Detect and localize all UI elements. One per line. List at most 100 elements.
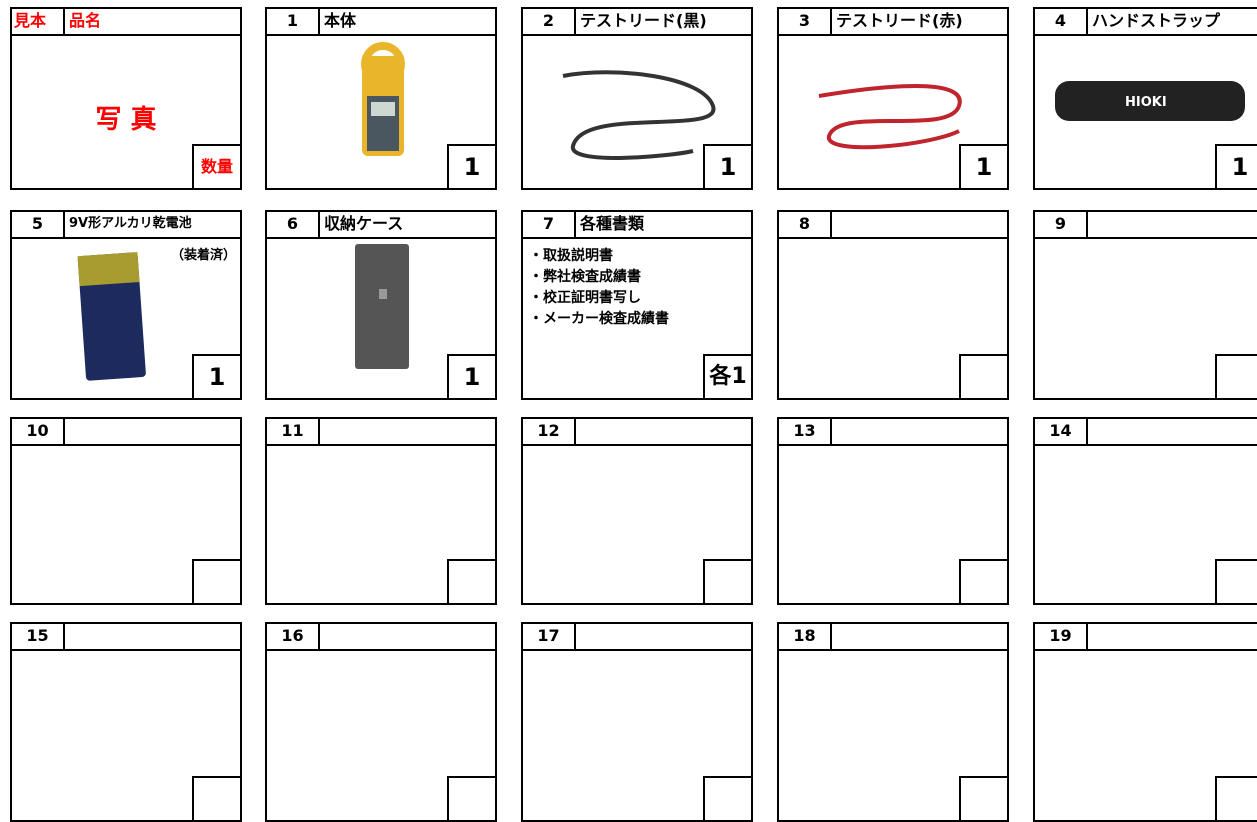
document-list: ・取扱説明書 ・弊社検査成績書 ・校正証明書写し ・メーカー検査成績書 xyxy=(529,246,669,330)
card-header: 8 xyxy=(779,212,1007,239)
quantity-box xyxy=(1215,354,1257,398)
photo-image xyxy=(355,244,409,369)
quantity-box xyxy=(959,776,1007,820)
item-number: 5 xyxy=(12,212,65,237)
document-item: ・取扱説明書 xyxy=(529,248,613,264)
card: 8 xyxy=(777,210,1009,400)
card: 12 xyxy=(521,417,753,605)
card-header: 12 xyxy=(523,419,751,446)
item-number: 9 xyxy=(1035,212,1088,237)
item-number: 7 xyxy=(523,212,576,237)
card-header: 19 xyxy=(1035,624,1257,651)
item-name: テストリード(赤) xyxy=(836,11,963,30)
item-note: （装着済） xyxy=(170,248,236,263)
card: 10 xyxy=(10,417,242,605)
card-header: 10 xyxy=(12,419,240,446)
card-header: 2 テストリード(黒) xyxy=(523,9,751,36)
item-number: 19 xyxy=(1035,624,1088,649)
item-number: 14 xyxy=(1035,419,1088,444)
card: 14 xyxy=(1033,417,1257,605)
quantity-box: 1 xyxy=(959,144,1007,188)
card: 4 ハンドストラップ HIOKI 1 xyxy=(1033,7,1257,190)
photo-label: 写 真 xyxy=(95,105,157,135)
quantity-box xyxy=(447,776,495,820)
svg-text:HIOKI: HIOKI xyxy=(1125,95,1167,110)
card-header: 4 ハンドストラップ xyxy=(1035,9,1257,36)
card: 11 xyxy=(265,417,497,605)
sample-label: 見本 xyxy=(12,9,65,34)
photo-image xyxy=(818,84,962,150)
card: 6 収納ケース 1 xyxy=(265,210,497,400)
card: 19 xyxy=(1033,622,1257,822)
item-number: 1 xyxy=(267,9,320,34)
card: 17 xyxy=(521,622,753,822)
photo-image xyxy=(562,70,716,160)
item-name: 9V形アルカリ乾電池 xyxy=(69,216,192,231)
item-number: 4 xyxy=(1035,9,1088,34)
item-number: 10 xyxy=(12,419,65,444)
card: 9 xyxy=(1033,210,1257,400)
item-number: 13 xyxy=(779,419,832,444)
quantity-box: 1 xyxy=(1215,144,1257,188)
card-header: 5 9V形アルカリ乾電池 xyxy=(12,212,240,239)
card: 7 各種書類 ・取扱説明書 ・弊社検査成績書 ・校正証明書写し ・メーカー検査成績書 各1 xyxy=(521,210,753,400)
item-number: 2 xyxy=(523,9,576,34)
photo xyxy=(523,36,751,188)
photo-image xyxy=(77,252,146,381)
item-number: 8 xyxy=(779,212,832,237)
quantity-box: 各1 xyxy=(703,354,751,398)
photo: HIOKI xyxy=(1035,36,1257,188)
card-header: 1 本体 xyxy=(267,9,495,36)
photo xyxy=(12,239,240,398)
item-name xyxy=(65,624,69,649)
card: 2 テストリード(黒) 1 xyxy=(521,7,753,190)
item-name xyxy=(832,212,836,237)
document-item: ・校正証明書写し xyxy=(529,290,641,306)
card: 見本 品名写 真数量 xyxy=(10,7,242,190)
card: 5 9V形アルカリ乾電池 （装着済） 1 xyxy=(10,210,242,400)
item-number: 18 xyxy=(779,624,832,649)
sample-name: 品名 xyxy=(69,11,102,30)
document-item: ・弊社検査成績書 xyxy=(529,269,641,285)
item-name: テストリード(黒) xyxy=(580,11,707,30)
card-header: 11 xyxy=(267,419,495,446)
quantity-box xyxy=(703,559,751,603)
item-number: 11 xyxy=(267,419,320,444)
quantity-label: 数量 xyxy=(192,144,240,188)
card-header: 15 xyxy=(12,624,240,651)
quantity-box: 1 xyxy=(703,144,751,188)
item-name: 本体 xyxy=(324,11,357,30)
item-name xyxy=(320,624,324,649)
item-name xyxy=(1088,624,1092,649)
quantity-box: 1 xyxy=(447,144,495,188)
page: 見本 品名写 真数量 1 本体 1 2 テストリード(黒) 1 3 テストリード(赤) 1 4 ハンドス… xyxy=(10,7,1257,822)
card-header: 18 xyxy=(779,624,1007,651)
card-header: 14 xyxy=(1035,419,1257,446)
item-name xyxy=(320,419,324,444)
card-header: 9 xyxy=(1035,212,1257,239)
item-name xyxy=(1088,212,1092,237)
card: 18 xyxy=(777,622,1009,822)
item-number: 16 xyxy=(267,624,320,649)
quantity-box xyxy=(1215,776,1257,820)
item-number: 15 xyxy=(12,624,65,649)
quantity-box xyxy=(959,354,1007,398)
card-header: 17 xyxy=(523,624,751,651)
card-header: 見本 品名 xyxy=(12,9,240,36)
item-number: 3 xyxy=(779,9,832,34)
card: 13 xyxy=(777,417,1009,605)
quantity-box xyxy=(703,776,751,820)
item-name xyxy=(65,419,69,444)
item-name xyxy=(832,419,836,444)
item-name: ハンドストラップ xyxy=(1092,11,1221,30)
photo xyxy=(267,239,495,398)
photo xyxy=(267,36,495,188)
card: 16 xyxy=(265,622,497,822)
card: 1 本体 1 xyxy=(265,7,497,190)
item-name xyxy=(1088,419,1092,444)
quantity-box xyxy=(1215,559,1257,603)
item-number: 12 xyxy=(523,419,576,444)
photo-image xyxy=(361,42,405,156)
quantity-box: 1 xyxy=(447,354,495,398)
quantity-box: 1 xyxy=(192,354,240,398)
